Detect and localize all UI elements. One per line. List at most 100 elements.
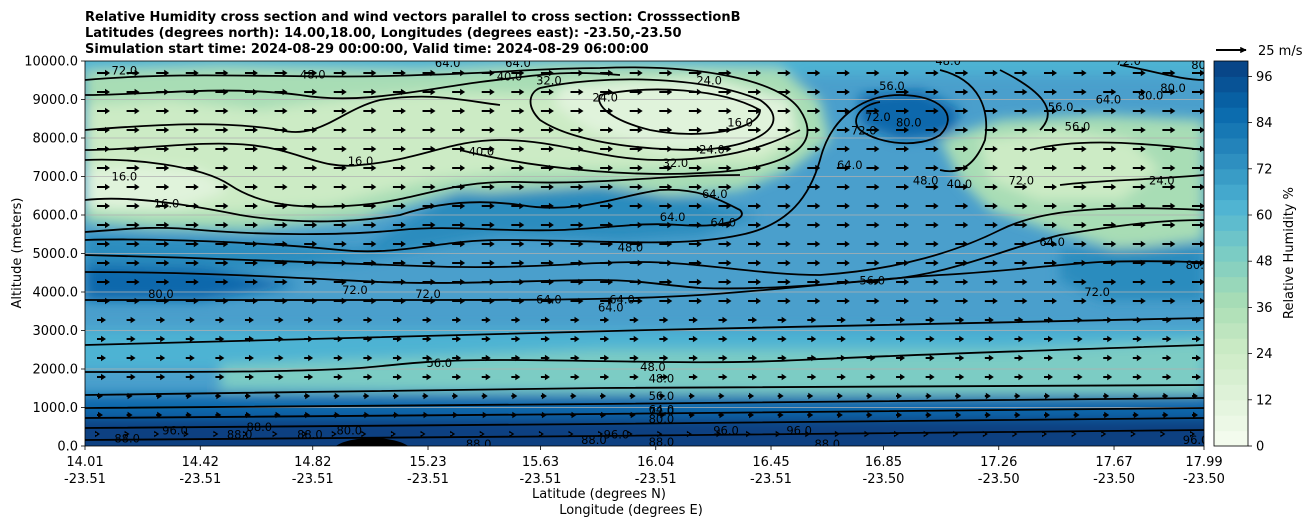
colorbar-band: [1214, 184, 1248, 201]
x-axis: 14.01 -23.51 14.42 -23.51 14.82 -23.51 15.23 -2…: [64, 446, 1225, 487]
wind-arrow: [97, 126, 110, 134]
wind-arrow: [955, 316, 965, 324]
colorbar-band: [1214, 91, 1248, 108]
wind-arrow: [1073, 88, 1087, 96]
wind-arrow: [748, 278, 762, 286]
wind-arrow: [304, 297, 318, 305]
wind-arrow: [984, 107, 998, 115]
wind-arrow: [156, 354, 166, 362]
wind-arrow: [244, 145, 258, 153]
wind-arrow: [1103, 145, 1117, 153]
wind-arrow: [333, 335, 343, 343]
wind-arrow: [925, 88, 939, 96]
wind-arrow: [777, 259, 791, 267]
wind-arrow: [1014, 259, 1028, 267]
wind-arrow: [1103, 297, 1117, 305]
wind-arrow: [600, 88, 614, 96]
wind-arrow: [274, 373, 284, 381]
wind-arrow: [304, 373, 314, 381]
wind-arrow: [422, 183, 436, 191]
wind-arrow: [244, 240, 258, 248]
wind-arrow: [304, 354, 314, 362]
title-line-1: Relative Humidity cross section and wind…: [85, 10, 741, 25]
wind-arrow: [126, 202, 140, 210]
wind-arrow: [1162, 297, 1176, 305]
wind-arrow: [955, 221, 969, 229]
colorbar-tick-label: 72: [1256, 162, 1273, 177]
contour-label: 56.0: [649, 389, 675, 403]
contour-label: 56.0: [1048, 100, 1074, 114]
wind-arrow: [718, 259, 732, 267]
wind-arrow: [302, 430, 308, 438]
wind-arrow: [1192, 107, 1204, 115]
wind-arrow: [659, 221, 673, 229]
colorbar-band: [1214, 230, 1248, 247]
wind-arrow: [1132, 411, 1139, 419]
wind-arrow: [896, 183, 910, 191]
wind-arrow: [955, 373, 965, 381]
wind-arrow: [896, 411, 903, 419]
wind-arrow: [1044, 145, 1058, 153]
contour-label: 64.0: [1039, 235, 1065, 249]
wind-arrow: [1073, 69, 1087, 77]
wind-arrow: [452, 240, 466, 248]
wind-arrow: [748, 202, 762, 210]
contour-label: 96.0: [713, 424, 739, 438]
wind-arrow: [392, 164, 406, 172]
wind-arrow: [1014, 297, 1028, 305]
colorbar-band: [1214, 307, 1248, 324]
wind-arrow: [925, 221, 939, 229]
y-tick-label: 2000.0: [33, 363, 79, 378]
wind-arrow: [570, 297, 584, 305]
wind-arrow: [511, 297, 525, 305]
wind-arrow: [540, 297, 554, 305]
x-tick-label-lon: -23.51: [179, 472, 221, 487]
x-tick-label-lat: 14.42: [182, 455, 219, 470]
colorbar-band: [1214, 199, 1248, 216]
wind-arrow: [244, 107, 258, 115]
wind-arrow: [807, 259, 821, 267]
wind-arrow: [185, 259, 199, 267]
wind-arrow: [185, 335, 195, 343]
wind-arrow: [777, 88, 791, 96]
wind-arrow: [659, 88, 673, 96]
wind-arrow: [807, 202, 821, 210]
wind-arrow: [984, 335, 994, 343]
wind-arrow: [1073, 316, 1083, 324]
wind-arrow: [185, 107, 199, 115]
wind-arrow: [126, 373, 136, 381]
wind-arrow: [1044, 297, 1058, 305]
wind-arrow: [481, 164, 495, 172]
wind-arrow: [748, 183, 762, 191]
wind-arrow: [1132, 259, 1146, 267]
wind-arrow: [422, 297, 436, 305]
wind-arrow: [718, 354, 728, 362]
wind-arrow: [659, 411, 666, 419]
contour-line-11: [85, 219, 1204, 290]
wind-arrow: [1044, 335, 1054, 343]
wind-arrow: [333, 145, 347, 153]
wind-arrow: [1162, 278, 1176, 286]
wind-arrow: [185, 126, 199, 134]
colorbar-band: [1214, 276, 1248, 293]
contour-label: 56.0: [859, 273, 885, 287]
wind-arrow: [97, 411, 103, 419]
wind-arrow: [955, 88, 969, 96]
wind-arrow: [333, 392, 340, 400]
wind-arrow: [304, 392, 311, 400]
wind-arrow: [185, 316, 195, 324]
wind-arrow: [1162, 335, 1172, 343]
wind-arrow: [925, 259, 939, 267]
wind-arrow: [718, 164, 732, 172]
wind-arrow: [836, 411, 843, 419]
wind-arrow: [481, 240, 495, 248]
contour-label: 88.0: [114, 431, 140, 445]
wind-arrow: [304, 107, 318, 115]
wind-arrow: [156, 411, 163, 419]
wind-arrow: [97, 297, 110, 305]
wind-arrow: [805, 430, 811, 438]
wind-arrow: [156, 88, 170, 96]
contour-lines: [85, 64, 1204, 441]
contour-label: 56.0: [879, 79, 905, 93]
